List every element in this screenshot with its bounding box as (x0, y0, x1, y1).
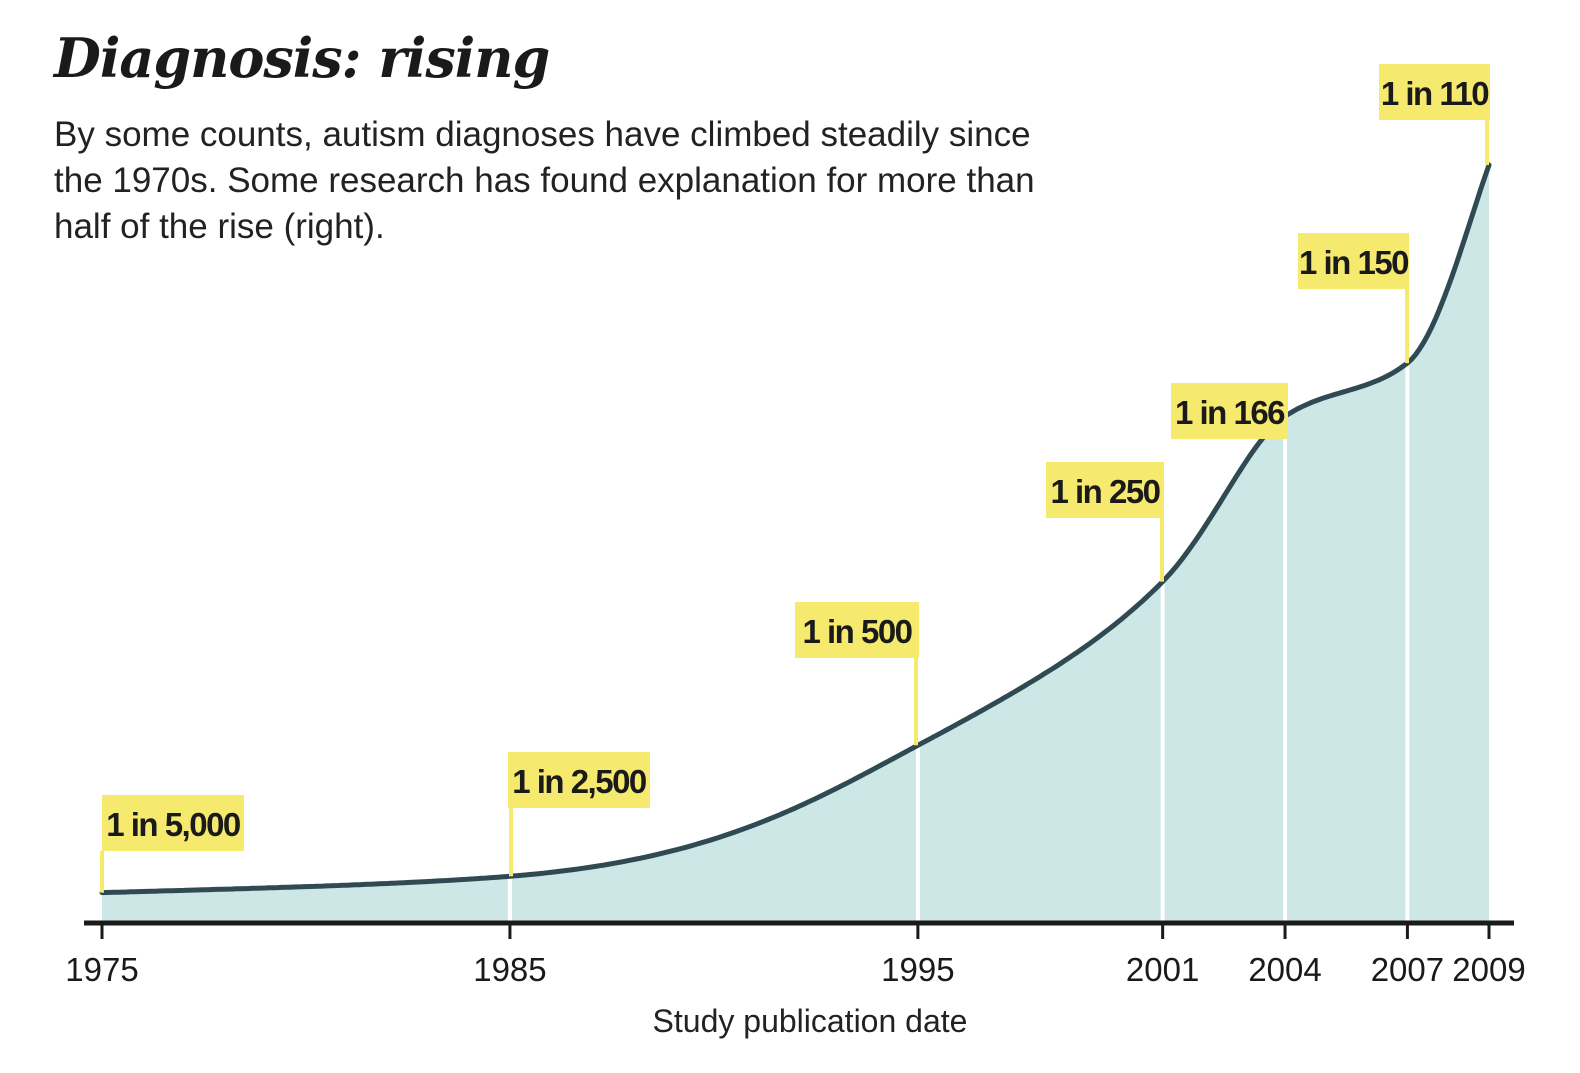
data-label-box (1046, 462, 1164, 518)
data-label-box (795, 602, 919, 658)
axis-layer: 1975 1985 1995 2001 2004 2007 2009 (65, 920, 1526, 988)
x-tick-label: 1975 (65, 951, 138, 988)
x-tick-label: 2004 (1248, 951, 1321, 988)
chart-title: Diagnosis: rising (54, 26, 550, 90)
data-label-box (1298, 233, 1409, 289)
chart-subtitle: By some counts, autism diagnoses have cl… (54, 115, 1035, 246)
x-tick-label: 2009 (1452, 951, 1525, 988)
x-tick-label: 2007 (1371, 951, 1444, 988)
data-label-box (102, 795, 244, 851)
data-label-box (1379, 64, 1490, 120)
series-line (99, 162, 1492, 896)
data-label-box (508, 752, 650, 808)
area-layer (102, 165, 1489, 923)
marker-layer (507, 363, 1410, 923)
flag-layer: 1 in 5,000 1 in 2,500 1 in 500 1 in 250 1 in… (100, 64, 1490, 893)
data-label-box (1171, 383, 1288, 439)
data-label: 1 in 110 (1381, 75, 1488, 112)
data-label: 1 in 150 (1299, 244, 1408, 281)
x-tick-label: 1995 (881, 951, 954, 988)
series-area (102, 165, 1489, 923)
data-label: 1 in 2,500 (512, 763, 646, 800)
data-label: 1 in 250 (1050, 473, 1159, 510)
line-layer (99, 162, 1492, 896)
data-label: 1 in 5,000 (106, 806, 240, 843)
x-axis-title: Study publication date (653, 1003, 968, 1039)
data-label: 1 in 500 (802, 613, 911, 650)
x-tick-label: 2001 (1126, 951, 1199, 988)
data-label: 1 in 166 (1175, 394, 1285, 431)
x-tick-label: 1985 (473, 951, 546, 988)
